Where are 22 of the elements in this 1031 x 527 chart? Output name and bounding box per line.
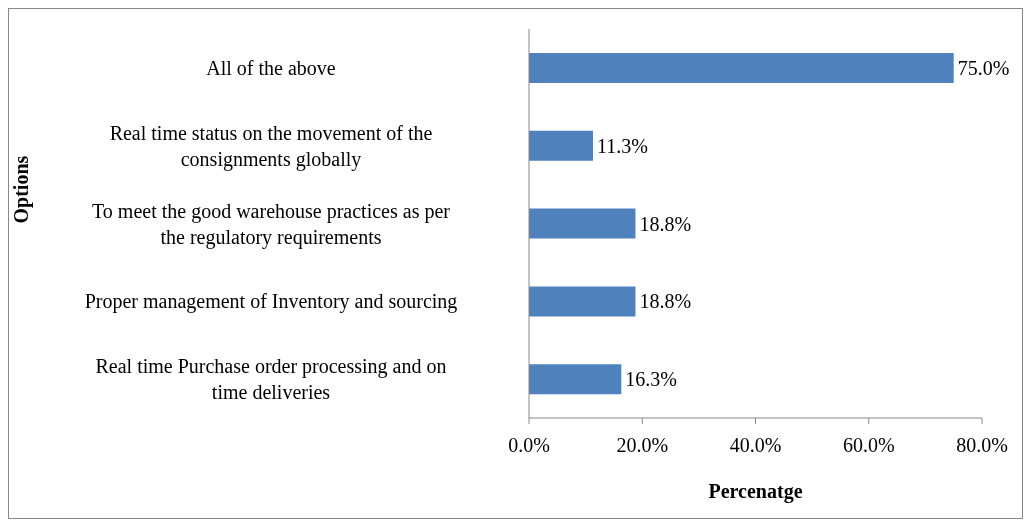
y-tick-label: All of the above: [206, 56, 336, 79]
y-tick-label: Proper management of Inventory and sourcing: [84, 290, 458, 314]
bar: [529, 364, 622, 395]
bar: [529, 130, 593, 161]
y-tick-label: To meet the good warehouse practices as per the regulatory requirements: [92, 199, 451, 249]
y-tick-label: Real time status on the movement of the consignments globally: [109, 121, 433, 171]
data-label: 75.0%: [957, 57, 1010, 79]
data-label: 11.3%: [596, 134, 648, 157]
bar: [529, 286, 636, 317]
y-axis-title: Options: [10, 155, 34, 224]
bar: [529, 208, 636, 239]
x-tick-label: 60.0%: [842, 434, 895, 457]
y-tick-label: Real time Purchase order processing and on time deliveries: [95, 355, 447, 404]
x-tick-label: 20.0%: [616, 434, 669, 457]
x-axis-title: Percenatge: [708, 480, 803, 503]
data-label: 18.8%: [639, 290, 692, 313]
x-tick-label: 0.0%: [508, 434, 550, 457]
bar: [529, 53, 954, 83]
x-tick-label: 40.0%: [729, 434, 782, 457]
data-label: 18.8%: [639, 212, 692, 235]
data-label: 16.3%: [625, 368, 677, 391]
x-tick-label: 80.0%: [956, 434, 1008, 457]
